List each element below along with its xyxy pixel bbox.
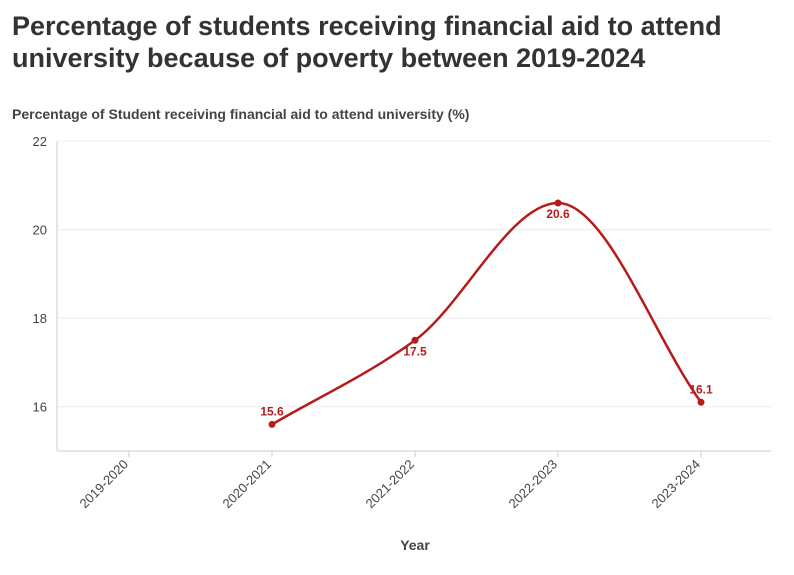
x-tick-label: 2020-2021 (220, 457, 275, 512)
data-point (411, 336, 419, 344)
series-line (271, 201, 703, 426)
data-label: 17.5 (403, 344, 427, 358)
y-tick-label: 22 (33, 134, 47, 149)
x-tick-label: 2021-2022 (363, 457, 418, 512)
x-tick-label: 2023-2024 (649, 457, 704, 512)
y-tick-label: 20 (33, 223, 47, 238)
data-point (697, 398, 705, 406)
data-label: 15.6 (260, 404, 284, 418)
data-point (268, 420, 276, 428)
data-point (554, 199, 562, 207)
x-tick-label: 2022-2023 (506, 457, 561, 512)
y-axis-label: Percentage of Student receiving financia… (12, 106, 470, 122)
data-label: 20.6 (546, 207, 570, 221)
y-tick-label: 16 (33, 400, 47, 415)
y-tick-label: 18 (33, 311, 47, 326)
x-tick-label: 2019-2020 (77, 457, 132, 512)
x-axis-label: Year (400, 537, 430, 553)
chart-title: Percentage of students receiving financi… (12, 11, 722, 73)
data-label: 16.1 (689, 382, 713, 396)
